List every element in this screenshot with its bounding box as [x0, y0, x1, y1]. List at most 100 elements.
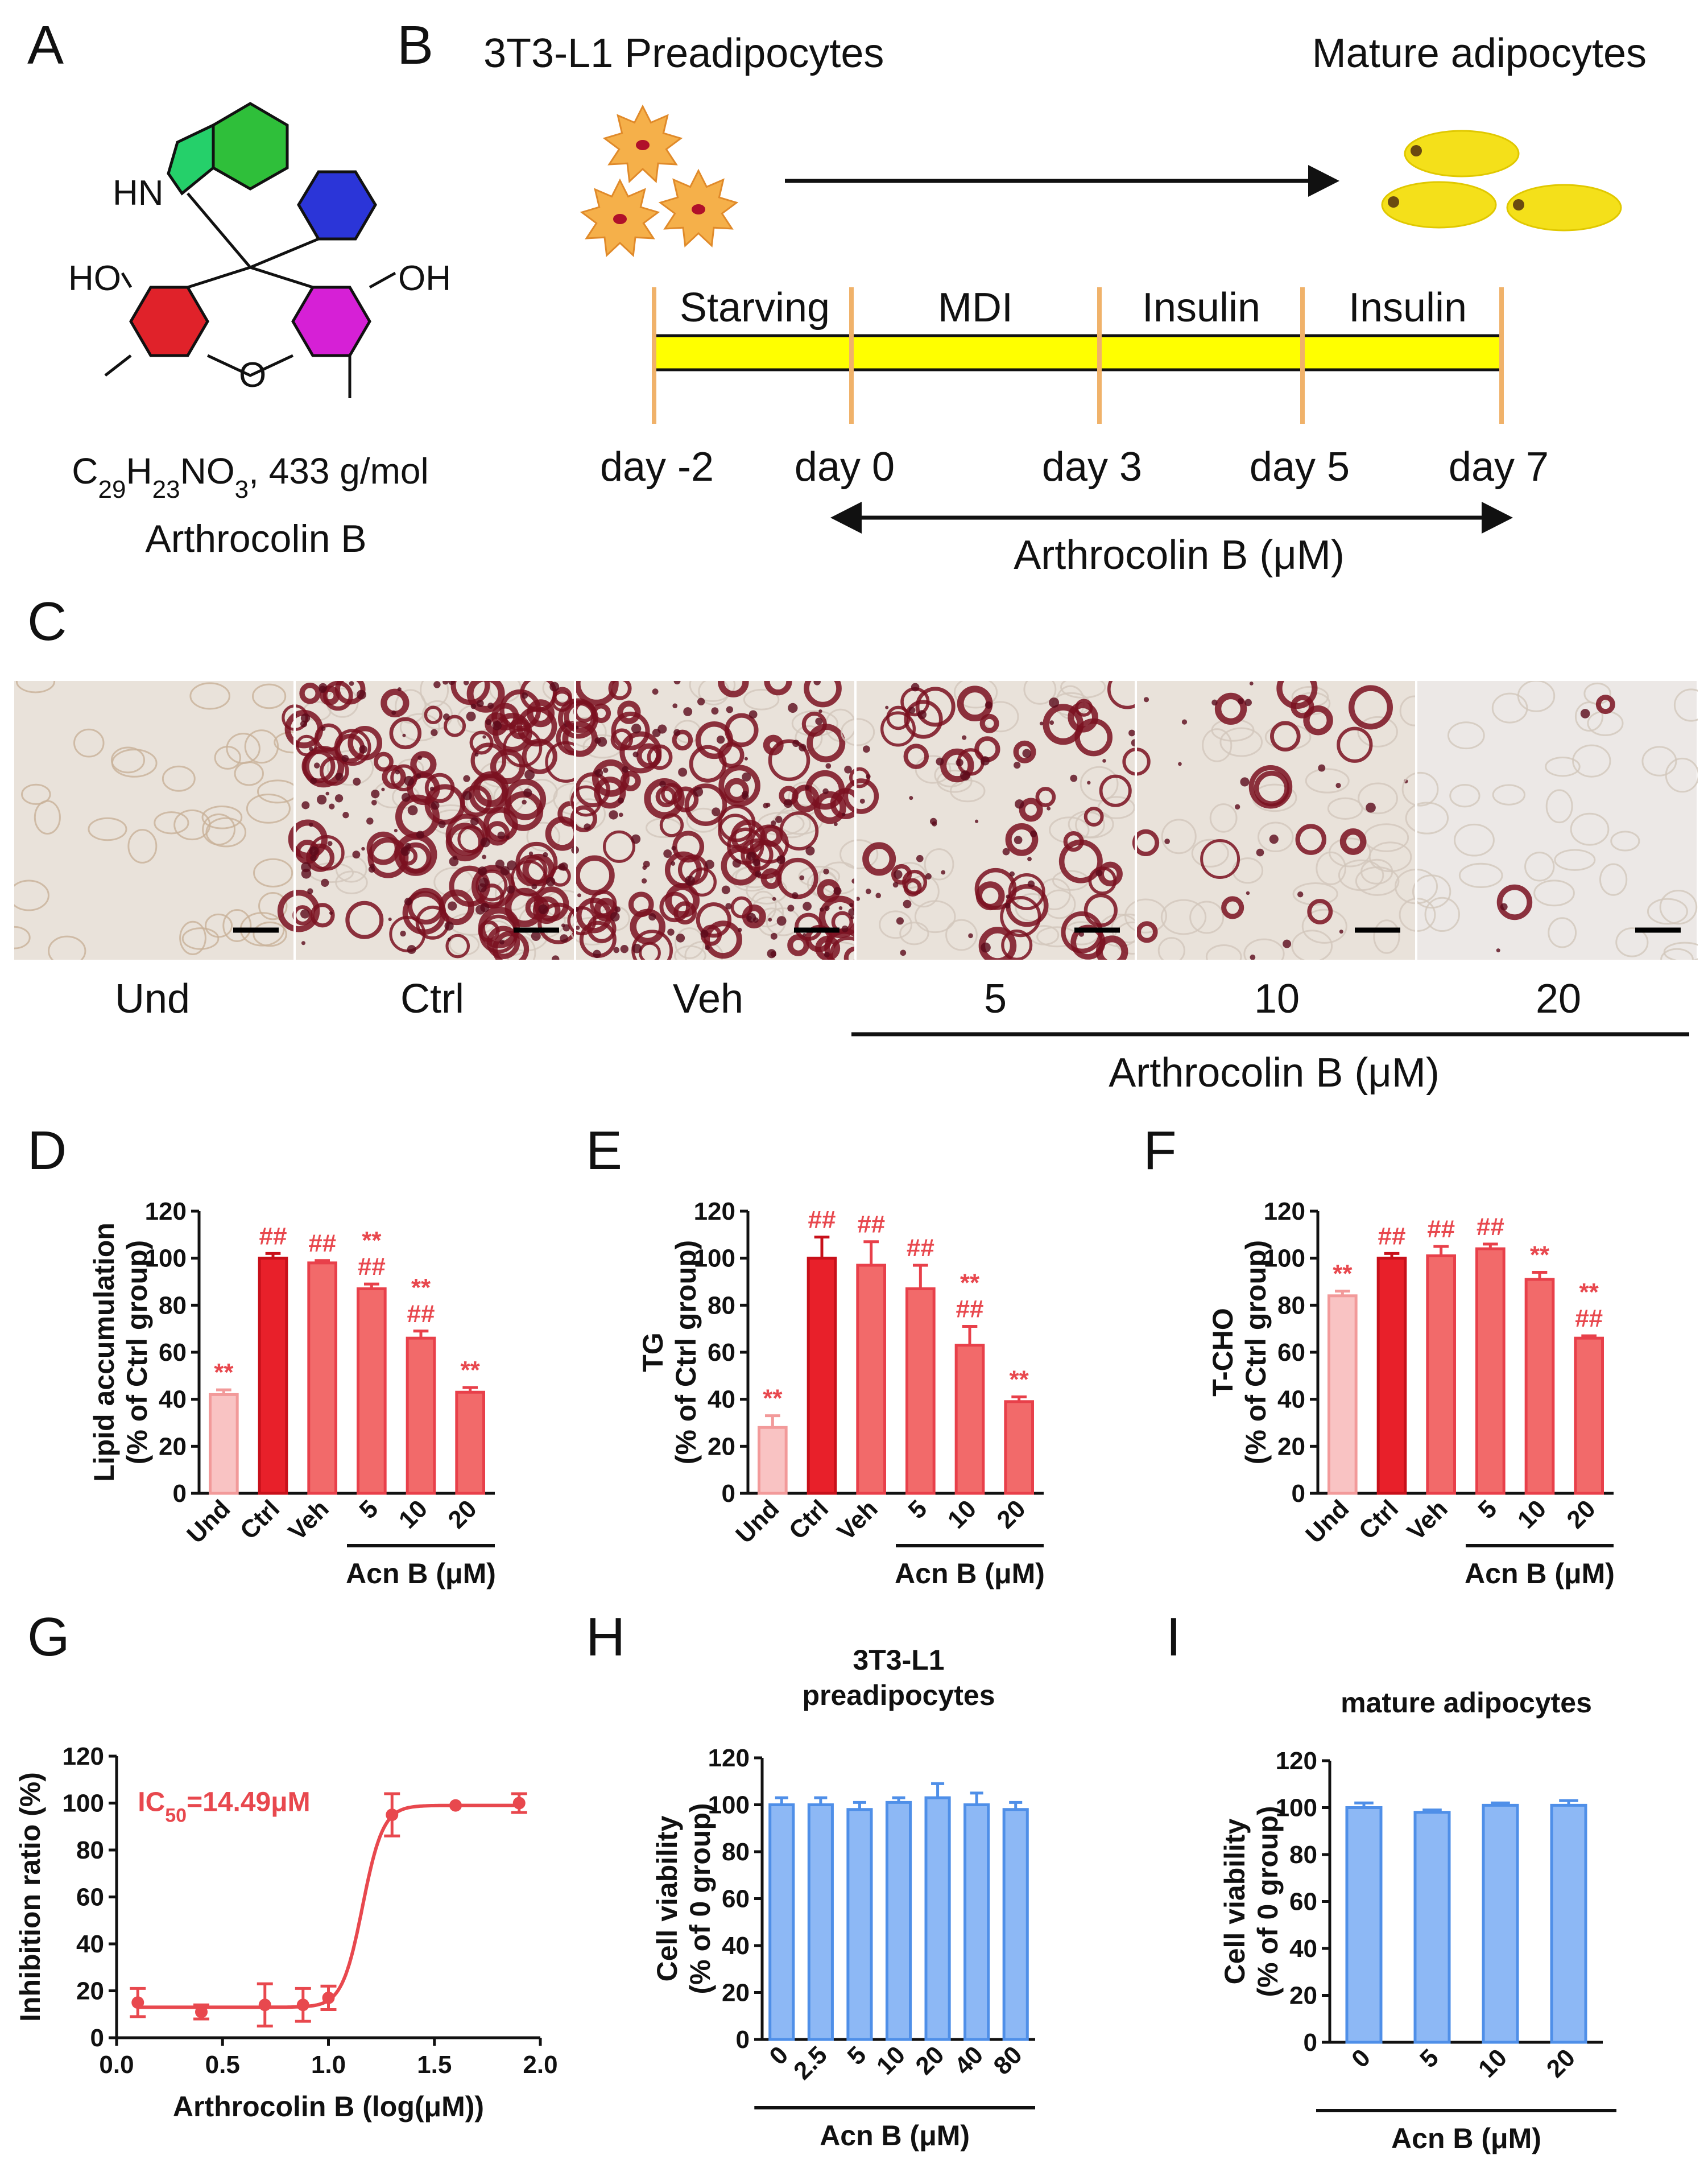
y-tick-label: 40: [76, 1930, 104, 1958]
lipid-dot: [448, 901, 457, 911]
bar-20: [1004, 1400, 1035, 1495]
lipid-dot: [470, 703, 477, 709]
cell-outline: [14, 926, 31, 949]
lipid-droplet: [1496, 884, 1533, 920]
cell-outline: [253, 921, 287, 947]
x-tick-label: Ctrl: [784, 1494, 834, 1545]
cell-outline: [1316, 851, 1346, 885]
lipid-dot: [482, 854, 487, 860]
y-axis-label-line: Cell viability: [651, 1815, 683, 1981]
cell-outline: [1305, 768, 1350, 794]
lipid-dot: [1014, 761, 1021, 769]
y-tick-label: 40: [159, 1386, 187, 1414]
lipid-droplet: [880, 711, 916, 747]
lipid-dot: [1006, 894, 1010, 899]
cell-outline: [1454, 823, 1495, 857]
cell-outline: [1015, 893, 1050, 922]
phase-insulin-2: Insulin: [1349, 285, 1467, 331]
day-minus2: day -2: [600, 444, 714, 490]
group-und: Und: [115, 976, 190, 1022]
lipid-dot: [561, 923, 565, 927]
lipid-droplet: [390, 764, 417, 791]
lipid-dot: [1022, 749, 1032, 758]
lipid-droplet: [348, 725, 383, 761]
x-tick-label: 5: [1473, 1494, 1502, 1524]
y-tick-label: 100: [145, 1245, 187, 1273]
bar-10: [1524, 1278, 1555, 1495]
cell-outline: [14, 879, 49, 911]
cell-outline: [953, 681, 998, 709]
x-axis-label: Acn B (μM): [346, 1558, 496, 1589]
lipid-dot: [657, 724, 667, 734]
x-tick-label: 10: [1473, 2043, 1512, 2083]
lipid-dot: [593, 949, 601, 959]
lipid-dot: [559, 862, 568, 871]
lipid-dot: [1030, 830, 1037, 837]
lipid-dot: [485, 719, 492, 725]
x-axis-label: Acn B (μM): [1465, 1558, 1615, 1589]
lipid-dot: [366, 817, 374, 825]
lipid-dot: [499, 939, 504, 945]
x-tick-label: 10: [1512, 1494, 1552, 1534]
cell-outline: [1447, 721, 1485, 750]
x-tick-label: 80: [989, 2041, 1028, 2080]
phase-mdi: MDI: [938, 285, 1013, 331]
lipid-dot: [482, 735, 486, 739]
x-tick-label: 5: [1415, 2043, 1444, 2073]
cell-outline: [395, 689, 427, 724]
lipid-droplet: [1005, 823, 1039, 856]
lipid-dot: [711, 707, 719, 715]
lipid-droplet: [639, 942, 661, 960]
lipid-dot: [1087, 781, 1091, 785]
lipid-dot: [300, 713, 311, 723]
lipid-dot: [319, 686, 326, 693]
lipid-dot: [693, 787, 704, 797]
cell-outline: [234, 761, 264, 786]
lipid-droplet: [602, 830, 636, 863]
lipid-droplet: [768, 739, 810, 782]
cell-outline: [1124, 898, 1167, 934]
x-tick-label: 40: [949, 2041, 989, 2080]
significance-mark: **: [1333, 1260, 1353, 1288]
cell-outline: [1157, 937, 1185, 960]
lipid-dot: [359, 745, 367, 754]
lipid-droplet: [696, 902, 731, 938]
lipid-dot: [818, 709, 822, 713]
y-tick-label: 20: [722, 1979, 750, 2007]
lipid-droplet: [299, 682, 321, 704]
cell-outline: [1570, 812, 1610, 846]
lipid-dot: [1283, 939, 1292, 948]
lipid-dot: [1580, 709, 1590, 719]
cell-outline: [399, 713, 440, 742]
chart-inhibition-curve: 0 20 40 60 80 100 120 0.0 0.5 1.0 1.5 2.0 Arthrocoli…: [14, 1742, 558, 2123]
y-axis-label-line: T-CHO: [1207, 1308, 1239, 1397]
y-tick-label: 0: [173, 1480, 187, 1508]
lipid-droplet: [1099, 774, 1132, 807]
lipid-dot: [618, 812, 623, 817]
lipid-dot: [705, 945, 710, 951]
lipid-dot: [1002, 848, 1010, 856]
y-axis-label-line: (% of Ctrl group): [1240, 1240, 1272, 1464]
lipid-dot: [528, 851, 534, 856]
lipid-dot: [1496, 948, 1500, 953]
mature-adipocyte-cells: [1381, 130, 1622, 232]
lipid-dot: [1070, 774, 1078, 782]
lipid-dot: [300, 909, 310, 919]
cell-outline: [1659, 889, 1698, 925]
lipid-dot: [609, 810, 618, 820]
lipid-dot: [313, 762, 320, 769]
y-tick-label: 0: [1304, 2029, 1317, 2057]
cell-nucleus: [636, 140, 650, 150]
y-tick-label: 40: [1289, 1935, 1317, 1963]
lipid-dot: [1250, 954, 1256, 960]
x-tick-label: 20: [442, 1494, 482, 1534]
lipid-dot: [370, 864, 375, 869]
lipid-dot: [453, 856, 457, 860]
lipid-droplet: [902, 869, 928, 895]
y-tick-label: 60: [722, 1885, 750, 1913]
lipid-droplet: [470, 742, 507, 779]
significance-mark: **: [411, 1274, 431, 1302]
adipocyte-cell: [1506, 184, 1622, 232]
y-tick-label: 80: [159, 1291, 187, 1319]
cell-outline: [1554, 849, 1596, 871]
